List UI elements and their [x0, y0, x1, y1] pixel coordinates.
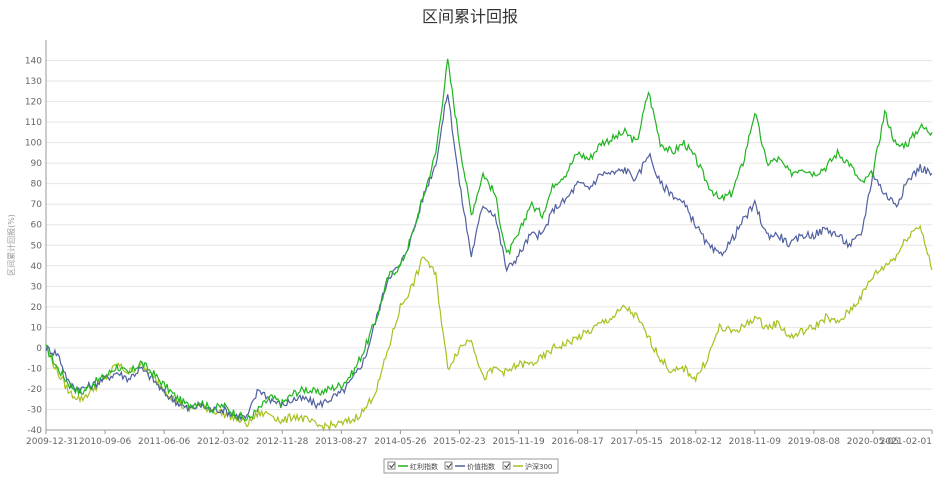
y-tick-label: -40	[27, 426, 42, 436]
x-tick-label: 2012-11-28	[256, 437, 309, 447]
x-tick-label: 2018-02-12	[670, 437, 722, 447]
y-tick-label: 60	[31, 221, 43, 231]
y-tick-label: 0	[36, 344, 42, 354]
y-tick-label: 30	[31, 282, 43, 292]
y-tick-label: 90	[31, 159, 43, 169]
x-tick-label: 2015-02-23	[433, 437, 485, 447]
x-tick-label: 2012-03-02	[197, 437, 249, 447]
y-tick-label: 130	[25, 77, 42, 87]
x-tick-label: 2013-08-27	[315, 437, 367, 447]
x-tick-label: 2021-02-01	[880, 437, 932, 447]
check-icon	[389, 463, 395, 469]
x-tick-label: 2016-08-17	[551, 437, 603, 447]
x-tick-label: 2018-11-09	[729, 437, 782, 447]
gridlines	[46, 60, 932, 431]
series-line-1	[45, 58, 933, 422]
y-tick-label: 50	[31, 241, 43, 251]
legend-checkbox[interactable]	[444, 461, 453, 470]
x-tick-label: 2019-08-08	[788, 437, 841, 447]
x-tick-label: 2014-05-26	[374, 437, 427, 447]
plot-area	[45, 58, 933, 433]
y-axis-label: 区间累计回报(%)	[6, 214, 16, 276]
legend-label: 沪深300	[525, 462, 552, 471]
check-icon	[504, 463, 510, 469]
x-tick-label: 2015-11-19	[492, 437, 545, 447]
y-tick-label: 120	[25, 98, 42, 108]
legend-checkbox[interactable]	[502, 461, 511, 470]
legend-checkbox[interactable]	[387, 461, 396, 470]
y-tick-label: 80	[31, 180, 43, 190]
x-tick-label: 2020-05-05	[847, 437, 899, 447]
legend-label: 红利指数	[410, 462, 438, 471]
legend: 红利指数 价值指数 沪深300	[383, 458, 559, 474]
x-tick-label: 2017-05-15	[611, 437, 663, 447]
chart-title: 区间累计回报	[422, 7, 518, 26]
x-tick-label: 2010-09-06	[79, 437, 132, 447]
y-tick-label: 140	[25, 57, 42, 67]
x-tick-label: 2009-12-31	[26, 437, 78, 447]
legend-label: 价值指数	[467, 462, 495, 471]
y-tick-label: 110	[25, 118, 42, 128]
legend-box	[383, 458, 559, 474]
y-tick-label: 20	[31, 303, 43, 313]
check-icon	[446, 463, 452, 469]
y-tick-label: 70	[31, 200, 43, 210]
y-tick-label: 100	[25, 139, 42, 149]
series-line-2	[45, 94, 933, 423]
x-tick-label: 2011-06-06	[138, 437, 191, 447]
x-axis: 2009-12-31 2010-09-06 2011-06-06 2012-03-02…	[26, 429, 933, 447]
y-tick-label: -30	[27, 405, 42, 415]
y-tick-label: 40	[31, 262, 43, 272]
y-tick-label: 10	[31, 323, 43, 333]
y-axis: -40 -30 -20 -10 0 10 20 30 40 50 60 70 80 90 100 110 120…	[25, 40, 47, 436]
y-tick-label: -20	[27, 385, 42, 395]
series-line-3	[46, 224, 933, 433]
y-tick-label: -10	[27, 364, 42, 374]
